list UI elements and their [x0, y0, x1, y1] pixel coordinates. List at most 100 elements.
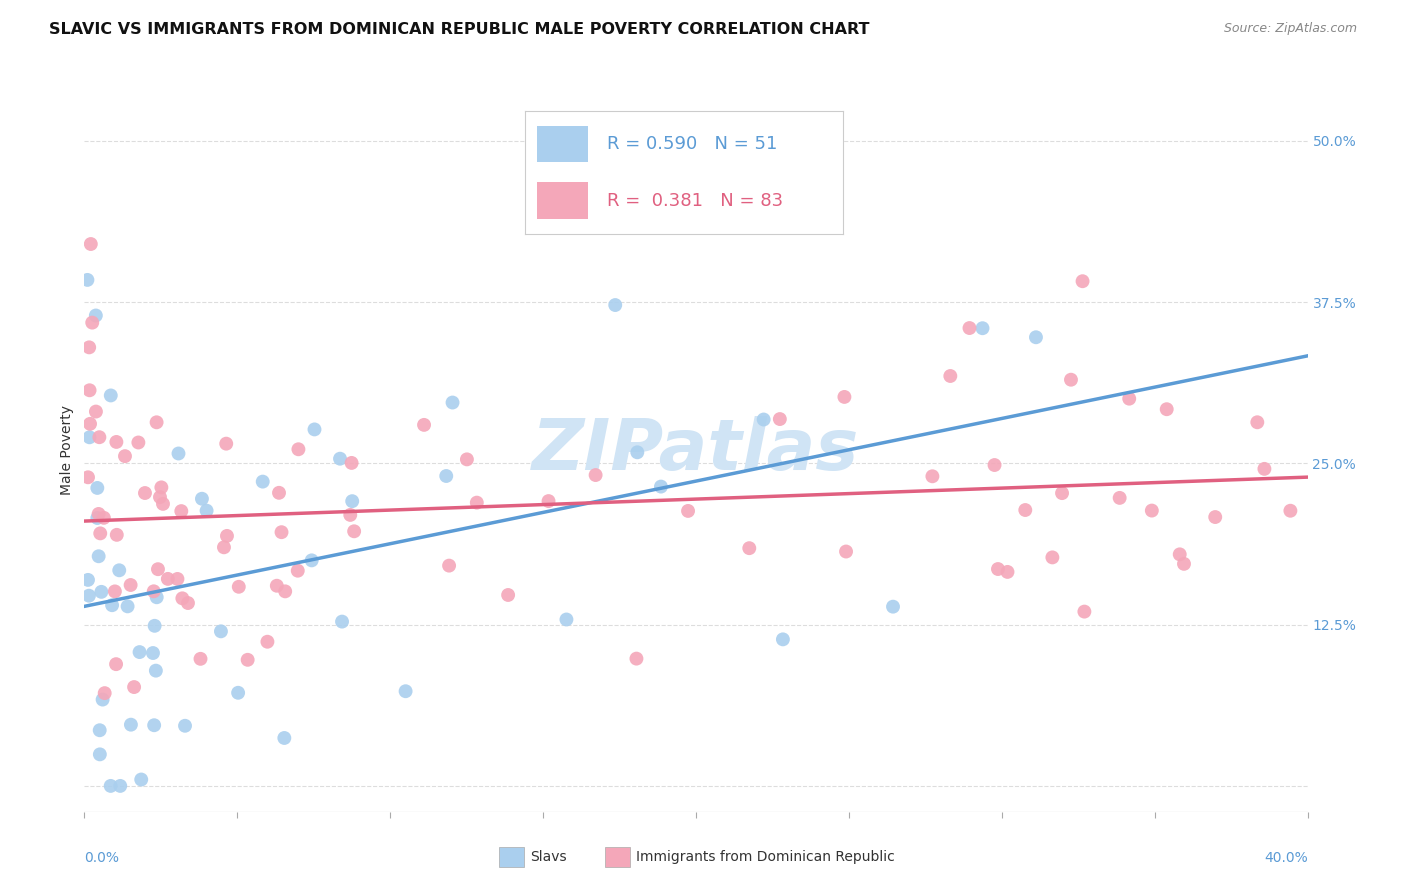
Point — [100, 779, 122, 793]
Point — [86, 511, 108, 525]
Point — [215, 529, 238, 543]
Text: 40.0%: 40.0% — [1264, 852, 1308, 865]
Point — [195, 503, 218, 517]
Point — [585, 468, 607, 483]
Point — [1108, 491, 1130, 505]
Point — [149, 490, 172, 504]
Point — [441, 395, 464, 409]
Point — [1279, 504, 1302, 518]
Point — [772, 632, 794, 647]
Point — [983, 458, 1005, 472]
Point — [997, 565, 1019, 579]
Point — [301, 553, 323, 567]
Point — [287, 442, 309, 457]
Point — [465, 495, 488, 509]
Point — [77, 573, 100, 587]
Point — [882, 599, 904, 614]
Text: Source: ZipAtlas.com: Source: ZipAtlas.com — [1223, 22, 1357, 36]
Point — [226, 686, 249, 700]
Point — [626, 445, 648, 459]
Point — [79, 430, 101, 444]
Y-axis label: Male Poverty: Male Poverty — [60, 406, 75, 495]
Point — [339, 508, 361, 522]
Point — [76, 273, 98, 287]
Point — [101, 598, 124, 612]
Point — [110, 779, 132, 793]
Point — [174, 719, 197, 733]
Point — [555, 612, 578, 626]
Text: SLAVIC VS IMMIGRANTS FROM DOMINICAN REPUBLIC MALE POVERTY CORRELATION CHART: SLAVIC VS IMMIGRANTS FROM DOMINICAN REPU… — [49, 22, 870, 37]
Point — [145, 591, 167, 605]
Point — [142, 646, 165, 660]
Point — [343, 524, 366, 539]
Point — [342, 494, 364, 508]
Point — [1050, 486, 1073, 500]
Point — [256, 634, 278, 648]
Point — [939, 369, 962, 384]
Point — [1025, 330, 1047, 344]
Point — [93, 686, 115, 700]
Point — [105, 434, 128, 449]
Text: 0.0%: 0.0% — [84, 852, 120, 865]
Point — [274, 584, 297, 599]
Point — [172, 591, 194, 606]
Point — [84, 309, 107, 323]
Point — [266, 579, 288, 593]
Point — [1073, 605, 1095, 619]
Point — [152, 497, 174, 511]
Point — [146, 562, 169, 576]
Point — [79, 417, 101, 431]
Point — [89, 526, 111, 541]
Point — [537, 494, 560, 508]
Point — [959, 321, 981, 335]
Point — [129, 772, 152, 787]
Point — [394, 684, 416, 698]
Point — [114, 449, 136, 463]
Point — [191, 491, 214, 506]
Point — [236, 653, 259, 667]
Point — [437, 558, 460, 573]
Point — [340, 456, 363, 470]
Point — [1246, 415, 1268, 429]
Point — [212, 541, 235, 555]
Point — [605, 298, 627, 312]
Point — [676, 504, 699, 518]
Point — [104, 584, 127, 599]
Point — [89, 430, 111, 444]
Point — [143, 718, 166, 732]
Point — [77, 340, 100, 354]
Point — [145, 664, 167, 678]
Point — [122, 680, 145, 694]
Point — [252, 475, 274, 489]
Point — [1204, 510, 1226, 524]
Point — [752, 412, 775, 426]
Point — [89, 723, 111, 738]
Point — [84, 404, 107, 418]
Point — [972, 321, 994, 335]
Point — [304, 422, 326, 436]
Point — [120, 717, 142, 731]
Point — [456, 452, 478, 467]
Point — [77, 470, 100, 484]
Point — [1253, 462, 1275, 476]
Point — [987, 562, 1010, 576]
Text: ZIPatlas: ZIPatlas — [533, 416, 859, 485]
Point — [150, 480, 173, 494]
Point — [90, 585, 112, 599]
Point — [117, 599, 139, 614]
Point — [120, 578, 142, 592]
Point — [93, 511, 115, 525]
Point — [145, 415, 167, 429]
Point — [80, 237, 103, 252]
Point — [91, 692, 114, 706]
Point — [496, 588, 519, 602]
Point — [89, 747, 111, 762]
Point — [127, 435, 149, 450]
Point — [108, 563, 131, 577]
Point — [105, 528, 128, 542]
Point — [1140, 503, 1163, 517]
Point — [209, 624, 232, 639]
Point — [87, 507, 110, 521]
Point — [1168, 547, 1191, 561]
Point — [142, 584, 165, 599]
